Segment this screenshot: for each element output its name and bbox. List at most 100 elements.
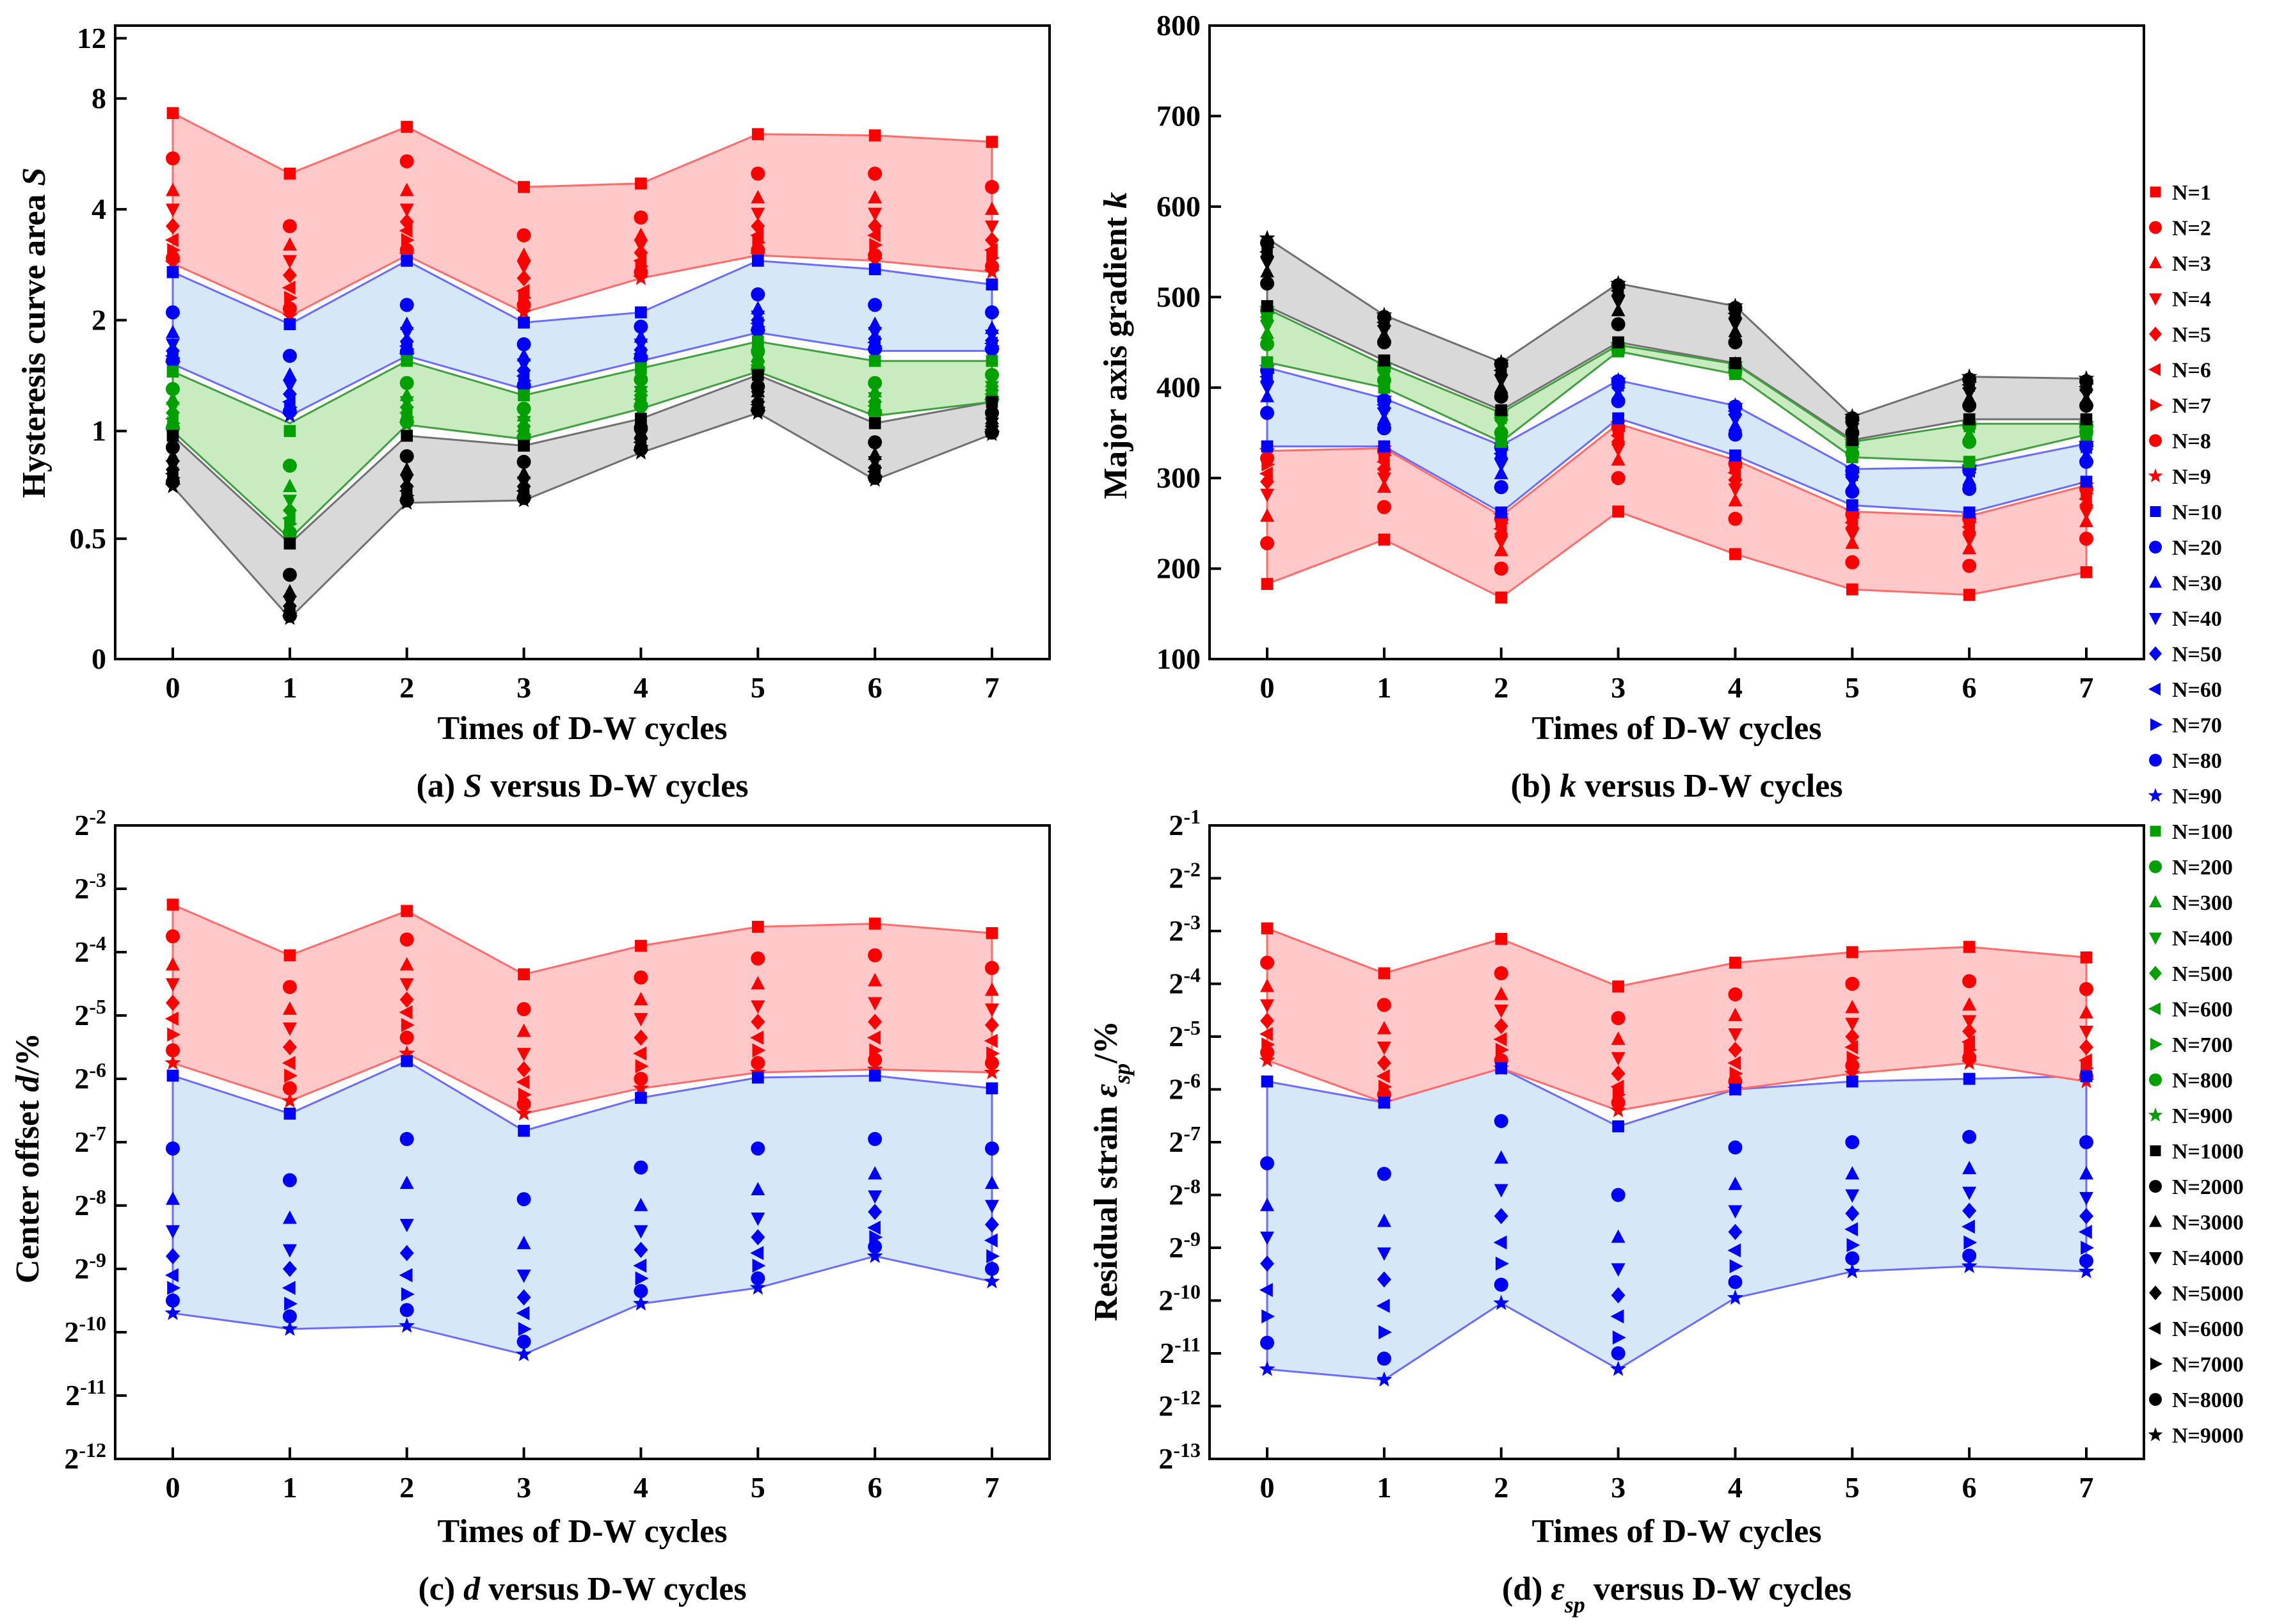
point-b-g4-x5-m9: [1844, 408, 1860, 424]
point-c-g2-x5-m9: [749, 1279, 766, 1295]
point-c-g1-x7-m6: [984, 1033, 998, 1048]
point-b-g4-x1-m9: [1376, 306, 1393, 322]
legend: N=1 N=2 N=3 N=4 N=5 N=6 N=7 N=8 N=9 N=10 N=20 N=30 N…: [2148, 181, 2244, 1448]
y-tick-label-d: 2-6: [1169, 1069, 1201, 1106]
legend-label-22: N=400: [2172, 927, 2233, 951]
point-d-g2-x0-m1: [1261, 1075, 1274, 1088]
point-c-g2-x5-m8: [751, 1271, 765, 1286]
y-tick-label-a: 0: [92, 642, 106, 675]
y-tick-label-a: 1: [92, 415, 106, 447]
x-tick-label-c: 7: [985, 1471, 1000, 1504]
x-tick-label-c: 6: [868, 1471, 883, 1504]
point-a-g1-x6-m1: [868, 129, 881, 141]
caption-c: (c) d versus D-W cycles: [418, 1571, 746, 1607]
legend-marker-35: [2149, 1393, 2162, 1406]
point-b-g2-x2-m1: [1495, 506, 1508, 519]
point-c-g2-x0-m2: [166, 1141, 180, 1156]
x-tick-label-b: 6: [1962, 671, 1977, 704]
point-b-g1-x6-m3: [1962, 541, 1977, 555]
x-tick-label-c: 2: [399, 1471, 414, 1504]
point-b-g2-x1-m1: [1378, 440, 1391, 452]
point-b-g4-x6-m1: [1963, 413, 1976, 426]
legend-label-26: N=800: [2172, 1069, 2233, 1093]
legend-marker-17: [2149, 754, 2162, 767]
point-c-g2-x3-m6: [516, 1306, 530, 1321]
point-d-g1-x5-m9: [1844, 1065, 1860, 1081]
point-b-g1-x6-m4: [1962, 534, 1977, 548]
point-c-g1-x6-m1: [868, 918, 881, 930]
point-d-g2-x2-m1: [1495, 1062, 1508, 1074]
point-c-g1-x6-m6: [867, 1030, 881, 1045]
point-c-g2-x5-m7: [752, 1259, 766, 1273]
point-d-g1-x4-m1: [1729, 957, 1741, 969]
point-a-g2-x3-m1: [518, 316, 530, 329]
legend-marker-23: [2149, 966, 2162, 981]
x-tick-label-a: 0: [166, 671, 180, 704]
point-c-g1-x7-m4: [985, 1003, 999, 1017]
point-a-g1-x2-m3: [399, 182, 414, 196]
point-d-g1-x2-m2: [1494, 966, 1508, 980]
point-a-g1-x0-m4: [166, 203, 180, 218]
point-a-g2-x6-m9: [867, 342, 883, 358]
point-d-g1-x0-m2: [1260, 955, 1274, 970]
point-a-g1-x5-m3: [751, 189, 765, 203]
point-c-g2-x3-m7: [518, 1322, 532, 1337]
point-a-g4-x5-m9: [749, 404, 766, 420]
point-d-g1-x2-m6: [1493, 1032, 1507, 1047]
point-a-g1-x0-m9: [164, 255, 181, 271]
point-d-g1-x6-m6: [1962, 1035, 1975, 1049]
point-d-g1-x5-m4: [1845, 1017, 1860, 1031]
point-a-g1-x1-m3: [282, 237, 297, 251]
point-a-g3-x1-m3: [282, 479, 297, 493]
point-c-g2-x0-m1: [166, 1069, 179, 1082]
point-a-g4-x3-m2: [516, 454, 531, 469]
point-d-g2-x5-m3: [1845, 1166, 1860, 1180]
point-b-g1-x5-m2: [1845, 555, 1860, 569]
legend-marker-1: [2150, 186, 2161, 198]
point-c-g1-x4-m9: [632, 1079, 649, 1095]
x-tick-label-b: 1: [1377, 671, 1391, 704]
point-a-g2-x5-m1: [751, 255, 764, 267]
point-d-g1-x2-m4: [1494, 1004, 1508, 1018]
point-c-g2-x5-m2: [751, 1141, 765, 1156]
point-c-g2-x7-m2: [985, 1141, 999, 1156]
point-c-g1-x5-m1: [751, 921, 764, 933]
point-c-g2-x3-m3: [516, 1236, 531, 1250]
legend-label-14: N=50: [2172, 643, 2222, 667]
point-c-g2-x3-m1: [518, 1124, 530, 1137]
point-c-g1-x4-m2: [634, 970, 648, 985]
point-c-g2-x1-m3: [282, 1210, 297, 1224]
point-a-g1-x7-m4: [985, 220, 999, 234]
legend-label-9: N=9: [2172, 465, 2211, 489]
point-a-g1-x7-m5: [985, 232, 999, 248]
y-tick-label-b: 500: [1156, 280, 1201, 313]
point-d-g1-x7-m6: [2078, 1053, 2092, 1068]
point-b-g1-x0-m3: [1260, 508, 1274, 522]
point-a-g1-x3-m9: [516, 304, 532, 319]
caption-a: (a) S versus D-W cycles: [417, 768, 749, 804]
point-d-g1-x3-m5: [1611, 1065, 1626, 1082]
legend-marker-3: [2149, 256, 2162, 268]
point-c-g2-x1-m8: [282, 1309, 297, 1324]
point-a-g2-x0-m1: [166, 266, 179, 278]
point-c-g1-x1-m3: [282, 1001, 297, 1015]
point-c-g1-x2-m9: [399, 1045, 415, 1061]
point-a-g2-x1-m1: [284, 318, 296, 331]
panel-b: Major axis gradient k Times of D-W cycle…: [1098, 9, 2145, 804]
point-d-g2-x2-m2: [1494, 1114, 1508, 1128]
y-tick-label-d: 2-4: [1169, 964, 1201, 1000]
point-d-g2-x3-m1: [1612, 1120, 1624, 1133]
x-axis-label-a: Times of D-W cycles: [438, 710, 728, 747]
point-a-g3-x1-m2: [282, 458, 297, 473]
point-d-g1-x7-m4: [2079, 1025, 2093, 1039]
legend-label-23: N=500: [2172, 962, 2233, 986]
point-b-g2-x6-m1: [1963, 506, 1976, 519]
point-d-g2-x4-m5: [1728, 1223, 1743, 1240]
y-axis-label-c: Center offset d/%: [10, 1033, 46, 1284]
point-b-g2-x0-m2: [1260, 406, 1274, 420]
point-b-g1-x1-m2: [1377, 500, 1391, 514]
point-d-g2-x2-m7: [1495, 1256, 1509, 1271]
point-d-g1-x5-m6: [1844, 1040, 1858, 1055]
point-a-g4-x1-m2: [282, 568, 297, 582]
